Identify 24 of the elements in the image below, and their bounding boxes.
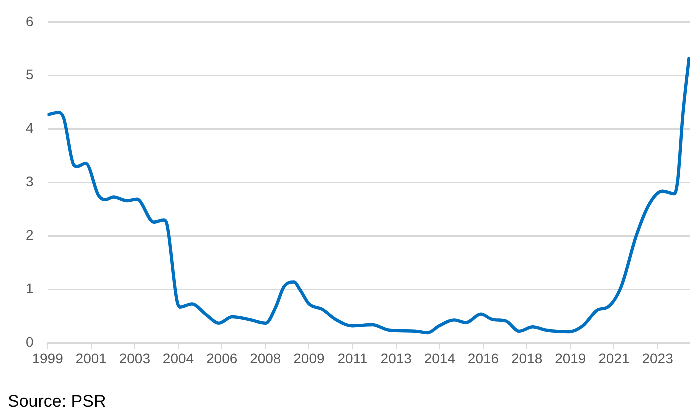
y-tick-label: 6 (26, 13, 34, 30)
y-tick-label: 1 (26, 280, 34, 297)
x-tick-label: 2014 (424, 350, 456, 366)
x-tick-label: 2018 (511, 350, 543, 366)
line-series (48, 57, 690, 335)
x-tick-label: 2003 (119, 350, 151, 366)
x-tick-label: 2009 (294, 350, 325, 366)
source-note: Source: PSR (8, 392, 106, 412)
x-tick-label: 2008 (250, 350, 282, 366)
x-tick-label: 2023 (642, 350, 674, 366)
x-tick-label: 2001 (76, 350, 108, 366)
x-tick-label: 2006 (206, 350, 238, 366)
x-tick-label: 2004 (162, 350, 194, 366)
x-tick-label: 2019 (555, 350, 586, 366)
y-tick-label: 0 (26, 334, 34, 350)
y-tick-label: 4 (26, 120, 34, 136)
y-tick-label: 3 (26, 174, 34, 190)
y-tick-label: 2 (26, 227, 34, 244)
x-tick-label: 2021 (598, 350, 630, 366)
x-tick-label: 2011 (338, 350, 368, 366)
x-tick-label: 2016 (468, 350, 500, 366)
x-tick-label: 1999 (32, 350, 64, 366)
y-tick-label: 5 (26, 66, 34, 83)
x-tick-label: 2013 (380, 350, 412, 366)
